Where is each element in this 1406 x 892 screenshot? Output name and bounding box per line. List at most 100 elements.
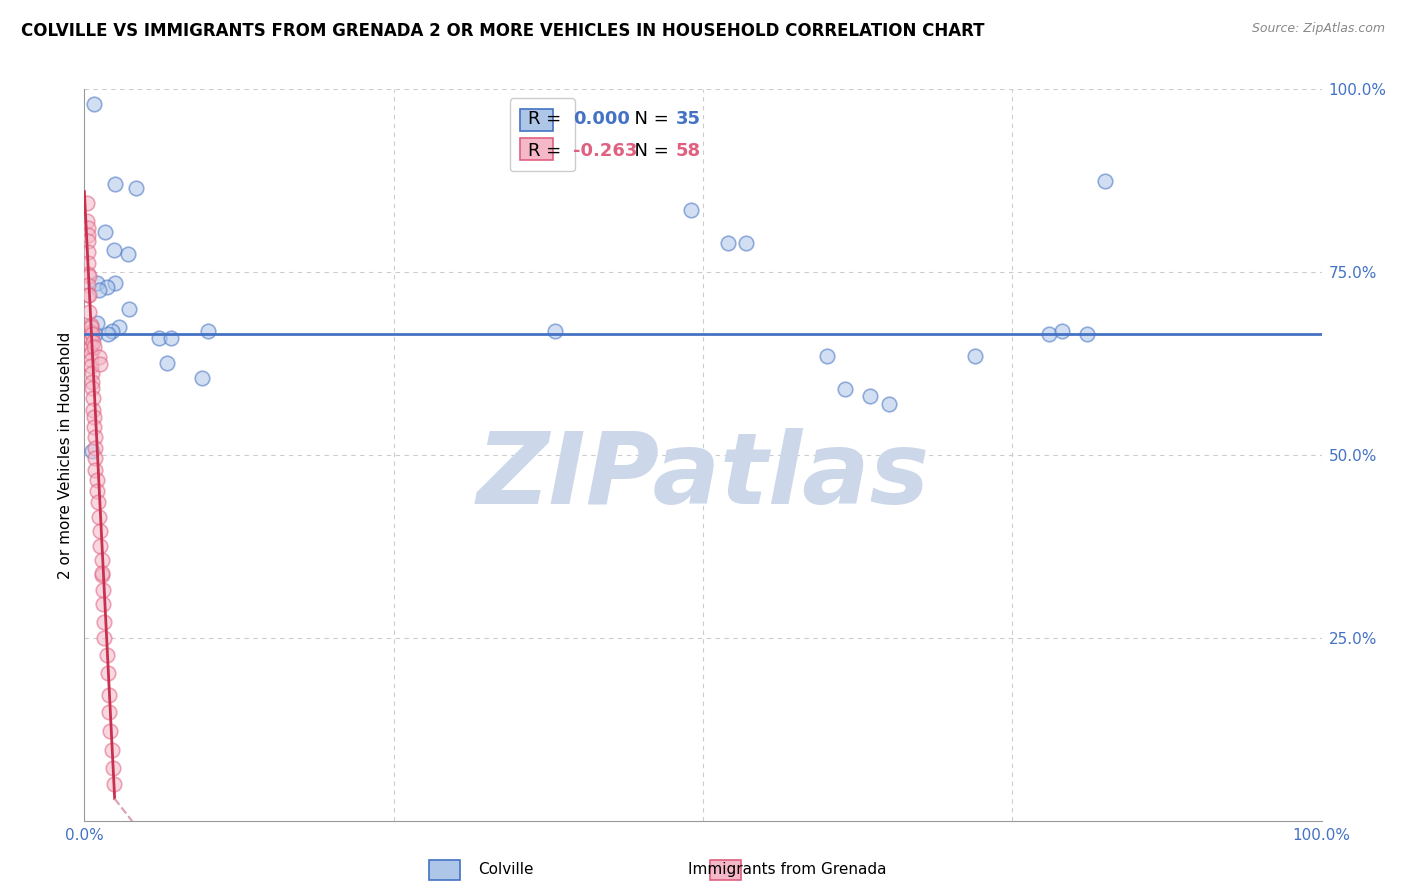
Point [83, 96, 105, 111]
Point [86, 316, 108, 330]
Point [77, 256, 100, 270]
Text: 58: 58 [675, 142, 700, 160]
Point [79, 318, 101, 332]
Point [90, 567, 112, 582]
Point [79, 268, 101, 283]
Point [77, 228, 100, 243]
Point [89, 510, 111, 524]
Point [87, 495, 110, 509]
Point [79, 304, 101, 318]
Point [89, 357, 111, 371]
Point [77, 221, 100, 235]
Point [86, 276, 108, 290]
Bar [710, 860, 741, 880]
Point [965, 349, 987, 363]
Point [84, 450, 107, 465]
Point [83, 340, 105, 354]
Point [91, 582, 114, 597]
Point [1094, 173, 1116, 188]
Point [877, 397, 900, 411]
Text: -0.263: -0.263 [572, 142, 637, 160]
Point [79, 325, 101, 339]
Point [197, 324, 219, 338]
Point [84, 441, 107, 455]
Point [80, 375, 103, 389]
Point [148, 331, 170, 345]
Point [84, 462, 107, 476]
Point [98, 688, 121, 702]
Point [79, 332, 101, 346]
Point [735, 235, 758, 250]
Point [859, 389, 882, 403]
Point [97, 665, 120, 680]
Point [93, 615, 115, 629]
Point [103, 243, 125, 257]
Point [108, 320, 131, 334]
Point [100, 324, 122, 338]
Text: 0.000: 0.000 [572, 110, 630, 128]
Text: N =: N = [623, 142, 675, 160]
Point [82, 402, 104, 417]
Point [82, 391, 104, 405]
Point [84, 430, 107, 444]
Point [76, 195, 98, 210]
Point [77, 278, 100, 293]
Text: 35: 35 [675, 110, 700, 128]
Point [96, 648, 118, 663]
Point [543, 324, 565, 338]
Text: Immigrants from Grenada: Immigrants from Grenada [688, 863, 887, 877]
Text: N =: N = [623, 110, 675, 128]
Point [77, 288, 100, 302]
Point [834, 382, 856, 396]
Point [125, 181, 148, 195]
Point [80, 381, 103, 395]
Point [101, 761, 124, 775]
Point [94, 225, 117, 239]
Text: COLVILLE VS IMMIGRANTS FROM GRENADA 2 OR MORE VEHICLES IN HOUSEHOLD CORRELATION : COLVILLE VS IMMIGRANTS FROM GRENADA 2 OR… [21, 22, 984, 40]
Point [191, 371, 214, 385]
Point [117, 246, 139, 260]
Legend: , : , [509, 98, 575, 171]
Point [91, 597, 114, 611]
Point [80, 444, 103, 458]
Point [77, 244, 100, 259]
Point [98, 724, 121, 739]
Point [89, 284, 111, 298]
Point [93, 631, 115, 645]
Point [79, 340, 101, 354]
Point [79, 345, 101, 359]
Point [104, 178, 127, 192]
Point [717, 235, 740, 250]
Text: ZIPatlas: ZIPatlas [477, 428, 929, 525]
Point [98, 706, 121, 720]
Point [89, 524, 111, 538]
Point [89, 539, 111, 553]
Point [679, 202, 702, 217]
Point [77, 235, 100, 249]
Point [80, 366, 103, 380]
Point [79, 288, 101, 302]
Point [90, 566, 112, 581]
Point [79, 352, 101, 367]
Point [86, 484, 108, 499]
Point [84, 327, 107, 342]
Point [156, 356, 179, 371]
Point [83, 409, 105, 424]
Point [76, 214, 98, 228]
Text: Colville: Colville [478, 863, 534, 877]
Point [1038, 327, 1060, 342]
Bar [429, 860, 460, 880]
Point [160, 331, 183, 345]
Text: R =: R = [527, 142, 567, 160]
Point [79, 320, 101, 334]
Text: R =: R = [527, 110, 567, 128]
Point [86, 473, 108, 487]
Point [104, 276, 127, 290]
Point [82, 334, 104, 349]
Point [80, 327, 103, 342]
Point [103, 777, 125, 791]
Point [100, 743, 122, 757]
Point [815, 349, 838, 363]
Text: Source: ZipAtlas.com: Source: ZipAtlas.com [1251, 22, 1385, 36]
Point [77, 267, 100, 281]
